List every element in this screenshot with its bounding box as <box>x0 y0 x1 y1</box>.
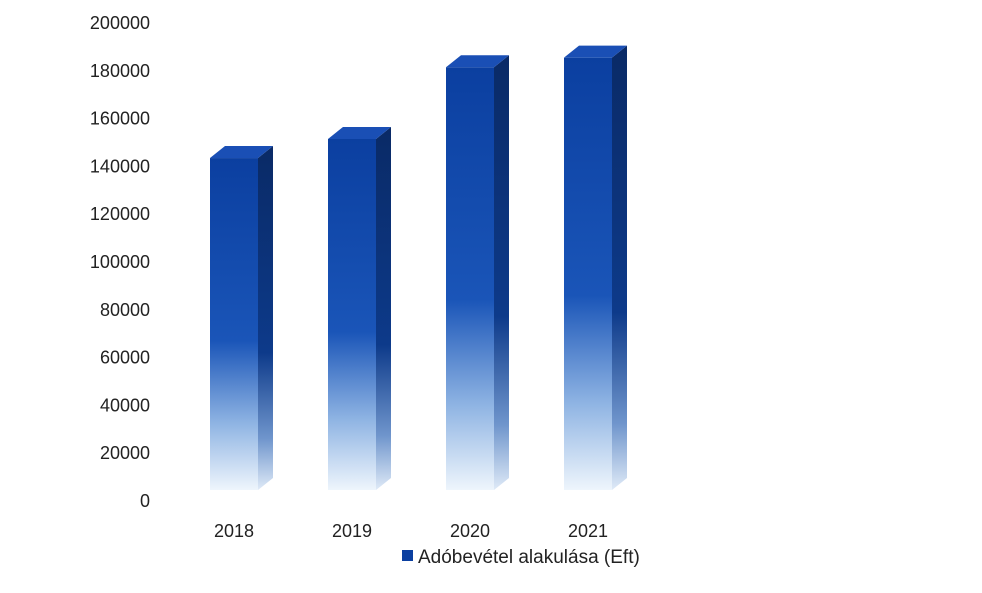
bar <box>210 146 273 490</box>
bar-top <box>446 55 509 68</box>
y-tick-label: 100000 <box>90 252 150 272</box>
x-tick-label: 2019 <box>332 521 372 541</box>
bar-top <box>564 45 627 58</box>
y-tick-label: 60000 <box>100 348 150 368</box>
y-tick-label: 80000 <box>100 300 150 320</box>
bar-top <box>328 126 391 139</box>
legend-marker <box>402 550 413 561</box>
legend: Adóbevétel alakulása (Eft) <box>402 547 640 568</box>
y-axis: 0 20000 40000 60000 80000 100000 120000 140000 1… <box>90 13 150 511</box>
y-tick-label: 120000 <box>90 204 150 224</box>
bar-side <box>612 45 627 491</box>
bar-front <box>210 158 258 490</box>
x-tick-label: 2020 <box>450 521 490 541</box>
bar <box>328 126 391 490</box>
x-tick-label: 2018 <box>214 521 254 541</box>
bar <box>564 45 627 491</box>
bars <box>210 45 627 491</box>
y-tick-label: 20000 <box>100 443 150 463</box>
bar-side <box>258 146 273 490</box>
y-tick-label: 200000 <box>90 13 150 33</box>
y-tick-label: 180000 <box>90 61 150 81</box>
y-tick-label: 0 <box>140 491 150 511</box>
bar-top <box>210 146 273 159</box>
y-tick-label: 40000 <box>100 395 150 415</box>
legend-label: Adóbevétel alakulása (Eft) <box>418 547 640 568</box>
bar-front <box>328 138 376 490</box>
bar-front <box>564 57 612 491</box>
bar <box>446 55 509 491</box>
x-axis: 2018 2019 2020 2021 <box>214 521 608 541</box>
bar-side <box>376 126 391 490</box>
y-tick-label: 160000 <box>90 109 150 129</box>
bar-side <box>494 55 509 491</box>
bar-front <box>446 67 494 491</box>
y-tick-label: 140000 <box>90 156 150 176</box>
x-tick-label: 2021 <box>568 521 608 541</box>
